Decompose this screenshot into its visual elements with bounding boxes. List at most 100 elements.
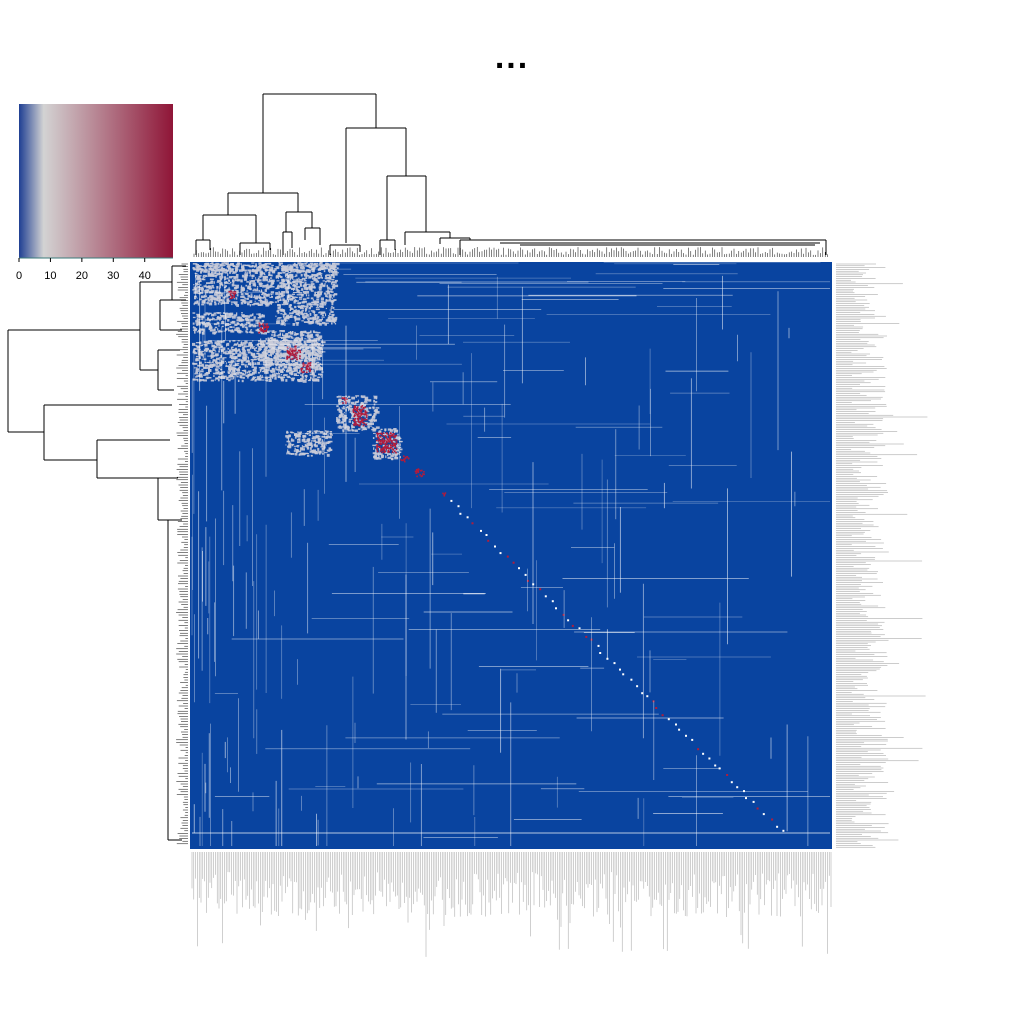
heatmap-cell — [309, 334, 313, 337]
heatmap-cell — [295, 354, 298, 356]
heatmap-cell — [295, 367, 298, 370]
heatmap-cell — [246, 365, 249, 368]
heatmap-cell — [745, 797, 747, 800]
heatmap-cell — [240, 286, 245, 290]
heatmap-cell — [381, 451, 384, 454]
heatmap-cell — [353, 415, 355, 418]
heatmap-cell — [361, 419, 363, 421]
heatmap-cell — [215, 292, 217, 296]
heatmap-cell — [294, 447, 296, 451]
heatmap-cell — [259, 283, 262, 286]
heatmap-cell — [294, 362, 298, 364]
heatmap-cell — [230, 291, 232, 293]
heatmap-cell — [253, 265, 257, 267]
heatmap-cell — [264, 267, 267, 269]
heatmap-cell — [226, 301, 230, 304]
heatmap-cell — [313, 331, 318, 334]
heatmap-cell — [223, 264, 226, 266]
heatmap-cell — [389, 439, 392, 441]
column-dendrogram-branch — [500, 242, 820, 246]
heatmap-cell — [279, 292, 284, 296]
heatmap-cell — [329, 440, 333, 443]
heatmap-cell — [199, 284, 202, 286]
heatmap-cell — [366, 414, 368, 416]
heatmap-cell — [270, 369, 274, 373]
heatmap-cell — [260, 330, 262, 332]
heatmap-cell — [293, 339, 296, 342]
heatmap-cell — [298, 317, 301, 321]
heatmap-cell — [397, 436, 400, 439]
heatmap-cell — [212, 364, 215, 367]
heatmap-cell — [315, 264, 319, 268]
heatmap-cell — [328, 272, 331, 274]
heatmap-cell — [278, 368, 281, 371]
heatmap-cell — [771, 818, 774, 821]
heatmap-cell — [355, 422, 360, 425]
heatmap-cell — [261, 358, 265, 361]
heatmap-cell — [309, 338, 312, 342]
heatmap-cell — [307, 317, 312, 319]
heatmap-cell — [218, 299, 221, 303]
heatmap-cell — [215, 353, 218, 357]
heatmap-cell — [301, 439, 306, 442]
heatmap-cell — [265, 275, 269, 279]
heatmap-cell — [214, 271, 217, 274]
heatmap-cell — [299, 282, 302, 284]
heatmap-cell — [320, 340, 323, 344]
heatmap-cell — [192, 363, 197, 365]
heatmap-cell — [313, 279, 316, 282]
heatmap-cell — [306, 363, 309, 366]
heatmap-cell — [211, 271, 214, 274]
heatmap-cell — [309, 312, 312, 316]
heatmap-cell — [265, 303, 269, 307]
heatmap-cell — [303, 273, 308, 276]
heatmap-cell — [221, 321, 225, 325]
heatmap-cell — [213, 347, 215, 350]
heatmap-cell — [329, 320, 333, 322]
heatmap-cell — [381, 441, 384, 443]
heatmap-cell — [292, 263, 296, 267]
heatmap-cell — [295, 282, 299, 286]
heatmap-cell — [249, 274, 251, 276]
heatmap-cell — [229, 292, 232, 294]
heatmap-cell — [328, 290, 333, 293]
heatmap-cell — [395, 451, 397, 454]
heatmap-cell — [382, 432, 385, 434]
heatmap-cell — [225, 360, 227, 362]
heatmap-cell — [323, 270, 326, 273]
heatmap-cell — [206, 372, 210, 374]
heatmap-cell — [219, 329, 221, 333]
heatmap-cell — [306, 303, 309, 306]
heatmap-cell — [347, 395, 351, 398]
heatmap-cell — [377, 457, 382, 460]
heatmap-cell — [368, 419, 373, 422]
heatmap-cell — [290, 453, 295, 455]
heatmap-cell — [195, 378, 199, 381]
heatmap-cell — [289, 352, 292, 355]
heatmap-cell — [271, 339, 275, 342]
heatmap-cell — [201, 278, 205, 280]
heatmap-cell — [256, 268, 260, 272]
heatmap-cell — [376, 450, 379, 453]
heatmap-cell — [310, 349, 314, 351]
heatmap-cell — [227, 273, 229, 277]
heatmap-cell — [315, 349, 319, 351]
heatmap-cell — [216, 291, 220, 293]
heatmap-cell — [385, 455, 387, 459]
heatmap-cell — [319, 352, 322, 355]
heatmap-cell — [196, 318, 200, 321]
heatmap-cell — [271, 264, 274, 266]
heatmap-cell — [275, 331, 277, 333]
heatmap-cell — [237, 348, 241, 352]
heatmap-cell — [224, 375, 227, 378]
heatmap-cell — [203, 340, 206, 343]
heatmap-cell — [332, 267, 335, 269]
heatmap-cell — [246, 326, 248, 329]
heatmap-cell — [284, 317, 287, 321]
heatmap-cell — [216, 371, 219, 373]
heatmap-cell — [389, 434, 392, 437]
heatmap-cell — [291, 341, 294, 343]
heatmap-cell — [387, 428, 392, 431]
heatmap-cell — [341, 397, 344, 400]
heatmap-cell — [211, 296, 214, 299]
